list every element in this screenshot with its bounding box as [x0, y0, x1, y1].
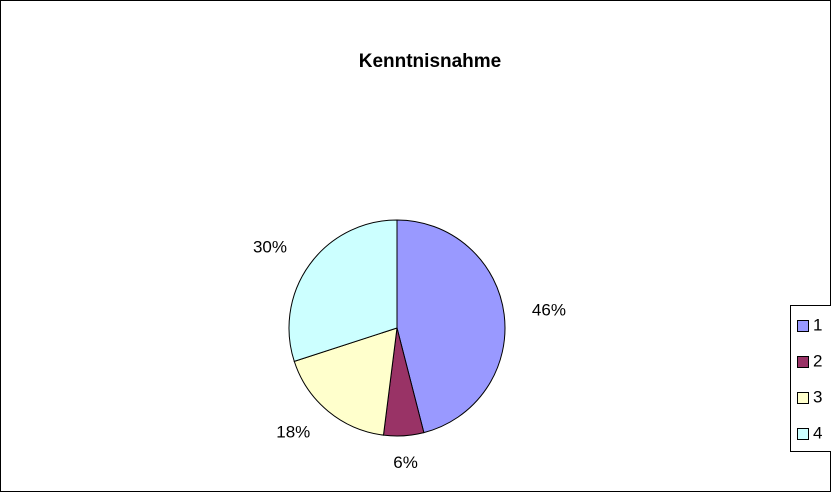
legend-swatch: [797, 428, 809, 440]
pie-slice: [293, 327, 398, 436]
legend-swatch: [797, 320, 809, 332]
data-label: 18%: [276, 422, 310, 441]
data-label: 6%: [393, 453, 418, 472]
pie-slice: [396, 219, 506, 434]
data-label: 46%: [532, 300, 566, 319]
legend-label: 2: [813, 351, 822, 370]
legend-swatch: [797, 356, 809, 368]
chart-title: Kenntnisnahme: [359, 51, 502, 72]
legend-label: 1: [813, 315, 822, 334]
legend-label: 4: [813, 423, 822, 442]
legend-label: 3: [813, 387, 822, 406]
pie-slice: [288, 219, 398, 363]
legend-box: [790, 305, 831, 452]
legend-swatch: [797, 392, 809, 404]
data-label: 30%: [253, 238, 287, 257]
